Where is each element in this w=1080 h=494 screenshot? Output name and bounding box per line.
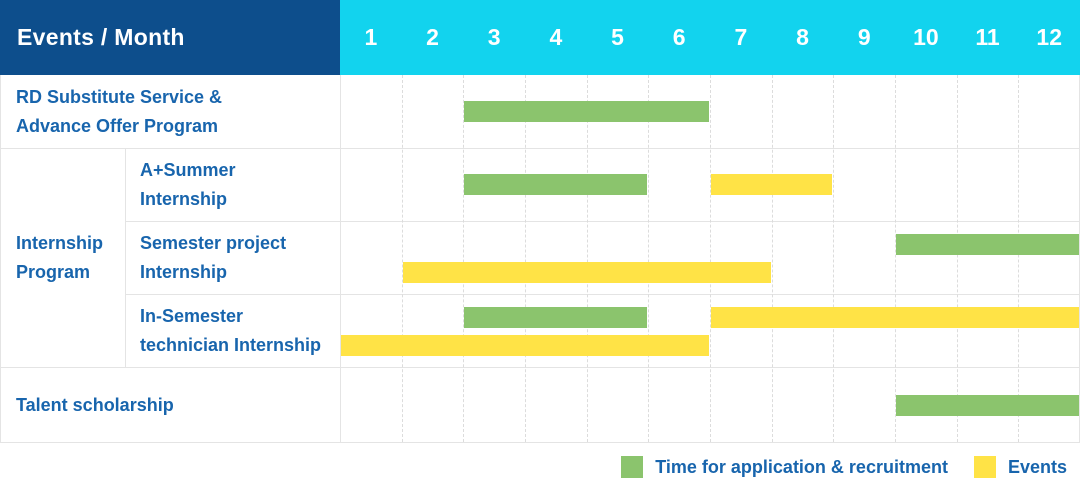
month-header-cell: 3 [487, 24, 501, 50]
gantt-bar-events [402, 262, 771, 283]
group-label-text: Internship Program [16, 232, 104, 282]
group-label-internship-program: Internship Program [0, 148, 125, 367]
gantt-bar-events [711, 174, 833, 195]
row-label-in-semester-technician: In-Semester technician Internship [125, 294, 340, 367]
row-divider [0, 148, 1080, 149]
gantt-bar-events [341, 335, 709, 356]
row-label-text: Talent scholarship [16, 394, 174, 415]
month-header-cell: 8 [796, 24, 809, 50]
month-header-cell: 11 [975, 24, 1000, 50]
header-corner-label: Events / Month [17, 24, 185, 50]
table-border-left [0, 75, 1, 443]
month-gridline [771, 75, 773, 442]
month-gridline [648, 75, 650, 442]
legend: Time for application & recruitment Events [621, 456, 1067, 478]
month-header-cell: 6 [672, 24, 686, 50]
table-border-bottom [0, 442, 1080, 443]
month-gridline [833, 75, 835, 442]
month-header-cell: 9 [857, 24, 871, 50]
month-header-cell: 10 [913, 24, 939, 50]
gantt-bar-recruitment [464, 174, 648, 195]
legend-swatch-recruitment [621, 456, 644, 478]
gantt-bar-events [711, 307, 1079, 328]
group-column-divider [125, 148, 126, 367]
month-gridline [1018, 75, 1020, 442]
month-gridline [895, 75, 896, 442]
legend-label: Time for application & recruitment [655, 456, 948, 477]
month-gridline [586, 75, 588, 442]
month-header-cell: 5 [611, 24, 624, 50]
month-header-cell: 4 [549, 24, 563, 50]
row-label-rd-substitute: RD Substitute Service & Advance Offer Pr… [0, 75, 340, 148]
gantt-bar-recruitment [464, 101, 709, 122]
row-label-text: RD Substitute Service & Advance Offer Pr… [16, 86, 223, 136]
row-divider [125, 221, 1080, 222]
row-label-semester-project: Semester project Internship [125, 221, 340, 294]
row-label-text: A+Summer Internship [140, 159, 236, 209]
month-header-cell: 2 [426, 24, 439, 50]
row-label-a-plus-summer: A+Summer Internship [125, 148, 340, 221]
month-gridline [710, 75, 711, 442]
row-divider [125, 294, 1080, 295]
label-chart-divider [340, 75, 341, 443]
legend-swatch-events [973, 456, 996, 478]
month-gridline [401, 75, 403, 442]
month-gridline [463, 75, 465, 442]
gantt-bar-recruitment [896, 234, 1079, 255]
month-gridline [525, 75, 526, 442]
month-gridline [956, 75, 958, 442]
row-label-text: Semester project Internship [140, 232, 287, 282]
month-header-cell: 1 [364, 24, 378, 50]
legend-item-recruitment: Time for application & recruitment [621, 456, 948, 478]
row-label-text: In-Semester technician Internship [140, 305, 322, 355]
month-header-row: 1 2 3 4 5 6 7 8 9 10 11 12 [340, 0, 1080, 75]
legend-label: Events [1007, 456, 1067, 477]
row-divider [0, 367, 1080, 368]
row-label-talent-scholarship: Talent scholarship [0, 367, 340, 443]
gantt-bar-recruitment [896, 394, 1079, 416]
month-header-cell: 12 [1036, 24, 1063, 50]
header-corner-cell: Events / Month [0, 0, 340, 75]
gantt-bar-recruitment [464, 307, 648, 328]
legend-item-events: Events [973, 456, 1067, 478]
month-header-cell: 7 [734, 24, 748, 50]
